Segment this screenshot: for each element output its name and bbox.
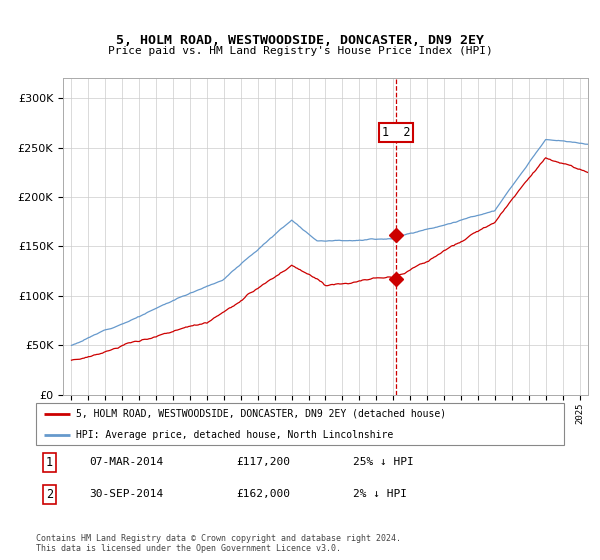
Text: 2: 2 — [46, 488, 53, 501]
Text: 1  2: 1 2 — [382, 127, 410, 139]
Text: £162,000: £162,000 — [236, 489, 290, 500]
Text: 5, HOLM ROAD, WESTWOODSIDE, DONCASTER, DN9 2EY (detached house): 5, HOLM ROAD, WESTWOODSIDE, DONCASTER, D… — [76, 409, 446, 419]
Text: 2% ↓ HPI: 2% ↓ HPI — [353, 489, 407, 500]
Text: 30-SEP-2014: 30-SEP-2014 — [89, 489, 163, 500]
Text: £117,200: £117,200 — [236, 457, 290, 467]
FancyBboxPatch shape — [36, 403, 564, 445]
Text: 5, HOLM ROAD, WESTWOODSIDE, DONCASTER, DN9 2EY: 5, HOLM ROAD, WESTWOODSIDE, DONCASTER, D… — [116, 34, 484, 46]
Text: Contains HM Land Registry data © Crown copyright and database right 2024.
This d: Contains HM Land Registry data © Crown c… — [36, 534, 401, 553]
Text: 1: 1 — [46, 456, 53, 469]
Text: 25% ↓ HPI: 25% ↓ HPI — [353, 457, 413, 467]
Text: HPI: Average price, detached house, North Lincolnshire: HPI: Average price, detached house, Nort… — [76, 430, 393, 440]
Text: Price paid vs. HM Land Registry's House Price Index (HPI): Price paid vs. HM Land Registry's House … — [107, 46, 493, 56]
Text: 07-MAR-2014: 07-MAR-2014 — [89, 457, 163, 467]
